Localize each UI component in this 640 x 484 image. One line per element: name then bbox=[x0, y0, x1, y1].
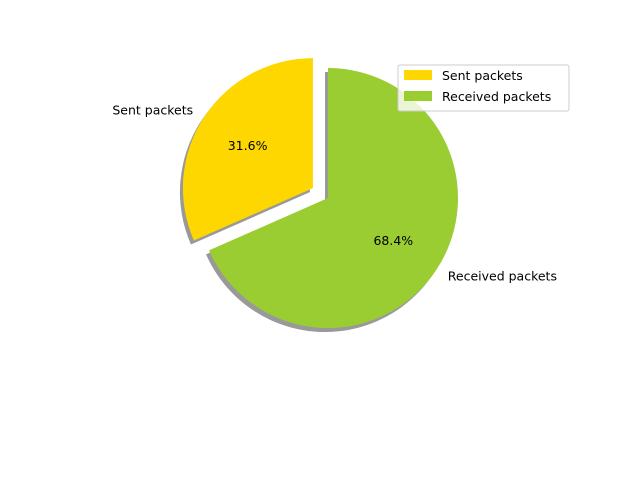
legend: Sent packets Received packets bbox=[397, 64, 570, 112]
slice-received-packets bbox=[209, 68, 458, 328]
slice-percent-received-packets: 68.4% bbox=[373, 233, 413, 248]
slice-percent-sent-packets: 31.6% bbox=[228, 138, 268, 153]
slice-label-received-packets: Received packets bbox=[448, 269, 557, 284]
slice-label-sent-packets: Sent packets bbox=[112, 103, 193, 118]
slice-sent-packets bbox=[182, 58, 313, 241]
legend-frame bbox=[397, 64, 570, 112]
legend-label-sent-packets: Sent packets bbox=[442, 68, 523, 83]
slice-labels: 31.6% Sent packets 68.4% Received packets bbox=[112, 103, 557, 284]
pie-slices bbox=[182, 58, 458, 328]
legend-swatch-received-packets bbox=[404, 91, 432, 101]
legend-label-received-packets: Received packets bbox=[442, 89, 551, 104]
legend-swatch-sent-packets bbox=[404, 70, 432, 80]
